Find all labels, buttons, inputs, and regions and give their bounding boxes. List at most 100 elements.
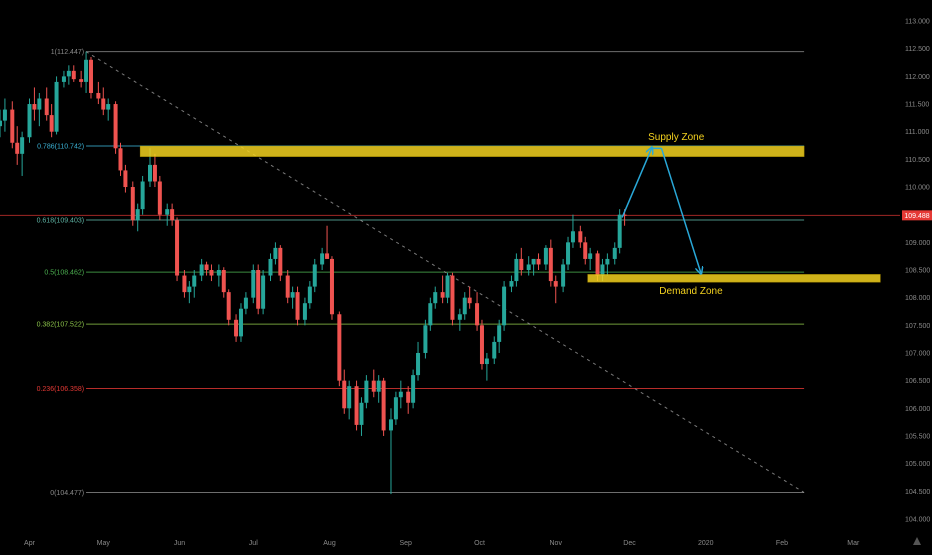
candle-body xyxy=(123,170,128,188)
last-price-tag-label: 109.488 xyxy=(904,213,929,220)
y-tick-label: 107.000 xyxy=(905,350,930,357)
x-tick-label: Sep xyxy=(400,540,413,547)
candle-body xyxy=(450,275,455,320)
candle-body xyxy=(440,292,445,298)
projection-leg-up xyxy=(621,148,652,218)
candle-body xyxy=(27,104,32,138)
candle-body xyxy=(531,258,536,265)
fib-level-label: 1(112.447) xyxy=(51,49,84,56)
candle-body xyxy=(273,247,278,259)
candle-body xyxy=(101,98,106,110)
candle-body xyxy=(617,214,622,248)
candle-body xyxy=(66,70,71,77)
zones-layer: Supply Zone Demand Zone xyxy=(139,132,881,297)
candle-body xyxy=(612,247,617,259)
y-tick-label: 109.000 xyxy=(905,240,930,247)
candle-body xyxy=(312,264,317,287)
candle-body xyxy=(519,258,524,270)
y-tick-label: 112.000 xyxy=(905,74,930,81)
demand-zone-label: Demand Zone xyxy=(659,286,723,297)
candle-body xyxy=(325,253,330,259)
candle-body xyxy=(0,120,2,127)
candles-layer xyxy=(0,51,627,495)
candle-body xyxy=(290,292,295,298)
candle-body xyxy=(600,264,605,276)
candle-body xyxy=(578,231,583,243)
candle-body xyxy=(71,70,76,80)
candle-body xyxy=(320,253,325,265)
candle-body xyxy=(342,380,347,409)
fib-level-label: 0.786(110.742) xyxy=(37,143,84,150)
candle-body xyxy=(234,319,239,337)
candle-body xyxy=(96,92,101,99)
y-tick-label: 112.500 xyxy=(905,46,930,53)
candle-body xyxy=(570,231,575,243)
candle-body xyxy=(238,308,243,337)
y-tick-label: 106.000 xyxy=(905,406,930,413)
candle-body xyxy=(15,142,20,154)
x-tick-label: Jun xyxy=(174,540,185,547)
last-price-tag xyxy=(902,210,932,221)
candle-body xyxy=(398,391,403,398)
y-tick-label: 113.000 xyxy=(905,19,930,26)
candle-body xyxy=(359,402,364,425)
candle-body xyxy=(175,220,180,276)
candle-body xyxy=(329,258,334,315)
y-tick-label: 111.000 xyxy=(905,129,929,136)
candle-body xyxy=(192,275,197,287)
candle-body xyxy=(278,247,283,276)
candle-body xyxy=(536,258,541,265)
candle-body xyxy=(226,292,231,320)
candle-body xyxy=(354,386,359,425)
candle-body xyxy=(130,187,135,221)
x-tick-label: 2020 xyxy=(698,540,714,547)
candle-body xyxy=(84,59,89,82)
candle-body xyxy=(216,270,221,276)
fib-level-label: 0(104.477) xyxy=(50,490,84,497)
candle-body xyxy=(411,375,416,403)
y-tick-label: 108.000 xyxy=(905,295,930,302)
demand-zone-box xyxy=(587,274,881,283)
y-tick-label: 107.500 xyxy=(905,323,930,330)
x-tick-label: Aug xyxy=(323,540,336,547)
candle-body xyxy=(388,419,393,431)
x-tick-label: Nov xyxy=(550,540,563,547)
axes-layer: 113.000 112.500 112.000 111.500 111.000 110.5… xyxy=(24,19,932,547)
y-tick-label: 105.000 xyxy=(905,461,930,468)
candle-body xyxy=(187,286,192,293)
supply-zone-box xyxy=(139,145,805,157)
candle-body xyxy=(433,292,438,304)
x-tick-label: Dec xyxy=(623,540,636,547)
x-tick-label: Feb xyxy=(776,540,788,547)
candle-body xyxy=(543,247,548,265)
candle-body xyxy=(209,270,214,276)
y-tick-label: 111.500 xyxy=(905,102,929,109)
x-tick-label: Oct xyxy=(474,540,485,547)
candle-body xyxy=(307,286,312,304)
candle-body xyxy=(295,292,300,320)
y-tick-label: 106.500 xyxy=(905,378,930,385)
candle-body xyxy=(148,164,152,182)
candle-body xyxy=(113,104,118,149)
candle-body xyxy=(157,181,162,215)
candle-body xyxy=(364,380,369,403)
candle-body xyxy=(268,258,273,276)
candle-body xyxy=(221,270,226,293)
candle-body xyxy=(467,297,472,304)
candle-body xyxy=(561,264,566,287)
candle-body xyxy=(106,104,111,110)
candle-body xyxy=(484,358,489,365)
candle-body xyxy=(199,264,204,276)
candle-body xyxy=(337,314,342,381)
candle-body xyxy=(88,59,93,93)
candle-body xyxy=(381,380,386,431)
x-tick-label: Mar xyxy=(847,540,860,547)
supply-zone-label: Supply Zone xyxy=(648,132,705,143)
candle-body xyxy=(393,397,398,420)
projection-leg-down xyxy=(660,148,700,272)
candle-body xyxy=(376,380,381,392)
candle-body xyxy=(256,270,261,309)
candle-body xyxy=(44,98,49,116)
